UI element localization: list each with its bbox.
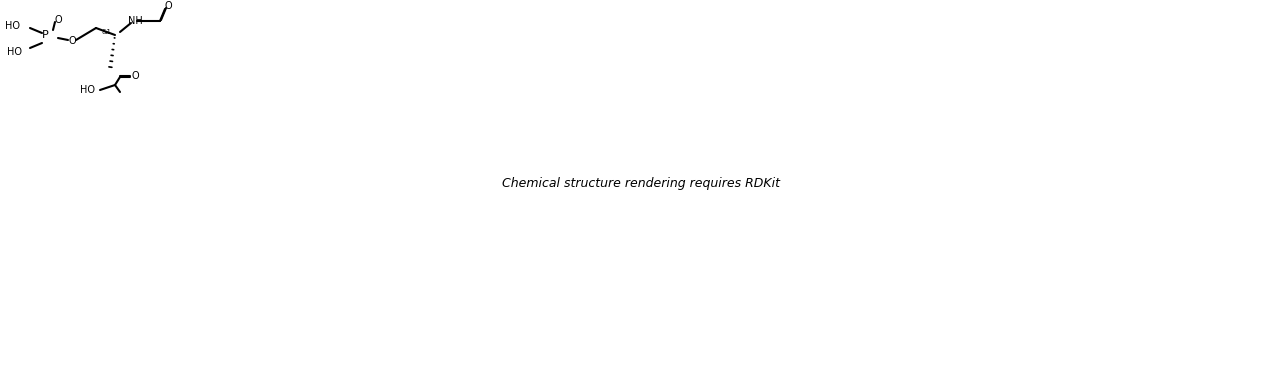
Text: HO: HO [5,21,21,31]
Text: HO: HO [6,47,22,57]
Text: &1: &1 [103,29,112,35]
Text: NH: NH [127,16,142,26]
Text: Chemical structure rendering requires RDKit: Chemical structure rendering requires RD… [502,176,780,190]
Text: O: O [164,1,172,11]
Text: O: O [54,15,62,25]
Text: P: P [41,30,49,40]
Text: O: O [131,71,139,81]
Text: HO: HO [80,85,95,95]
Text: O: O [68,36,76,46]
